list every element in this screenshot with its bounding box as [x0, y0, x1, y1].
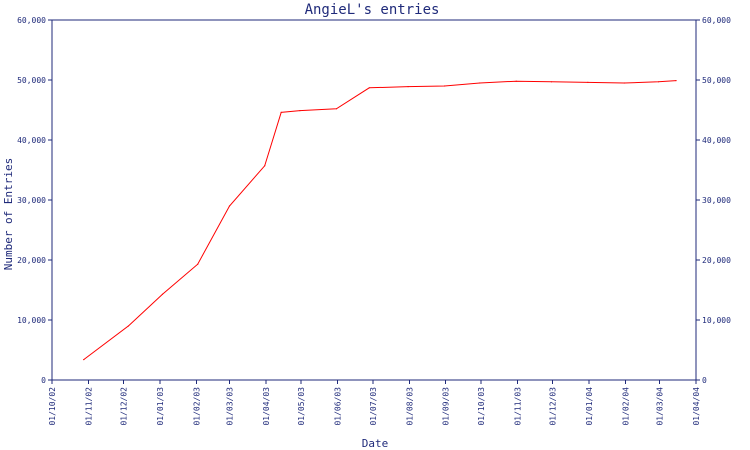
x-tick-label: 01/07/03	[369, 387, 378, 426]
y-tick-label-left: 40,000	[17, 136, 46, 145]
data-point	[335, 108, 337, 110]
data-point	[515, 80, 517, 82]
x-tick-label: 01/02/03	[193, 387, 202, 426]
data-point	[587, 81, 589, 83]
x-tick-label: 01/04/03	[262, 387, 271, 426]
y-tick-label-left: 10,000	[17, 316, 46, 325]
x-tick-label: 01/12/03	[549, 387, 558, 426]
x-tick-label: 01/11/02	[84, 387, 93, 426]
series-layer	[83, 80, 677, 361]
x-tick-label: 01/09/03	[442, 387, 451, 426]
x-tick-label: 01/11/03	[513, 387, 522, 426]
data-point	[368, 87, 370, 89]
data-point	[675, 80, 677, 82]
data-point	[83, 359, 85, 361]
x-tick-label: 01/10/03	[477, 387, 486, 426]
y-tick-label-left: 30,000	[17, 196, 46, 205]
x-tick-label: 01/08/03	[405, 387, 414, 426]
x-tick-label: 01/05/03	[297, 387, 306, 426]
y-tick-label-left: 50,000	[17, 76, 46, 85]
x-tick-label: 01/01/03	[156, 387, 165, 426]
y-tick-label-right: 0	[702, 376, 707, 385]
y-tick-label-right: 60,000	[702, 16, 731, 25]
x-ticks: 01/10/02 01/11/02 01/12/02 01/01/03 01/02/03…	[48, 380, 701, 426]
chart-title: AngieL's entries	[305, 2, 440, 18]
x-tick-label: 01/12/02	[120, 387, 129, 426]
y-tick-label-right: 50,000	[702, 76, 731, 85]
data-point	[299, 110, 301, 112]
x-tick-label: 01/10/02	[48, 387, 57, 426]
y-tick-label-left: 20,000	[17, 256, 46, 265]
data-point	[407, 86, 409, 88]
data-point	[657, 81, 659, 83]
x-tick-label: 01/01/04	[585, 387, 594, 426]
data-point	[623, 82, 625, 84]
x-tick-label: 01/03/03	[225, 387, 234, 426]
x-tick-label: 01/06/03	[334, 387, 343, 426]
x-tick-label: 01/04/04	[692, 387, 701, 426]
data-point	[161, 293, 164, 295]
y-tick-label-left: 0	[41, 376, 46, 385]
data-point	[479, 82, 481, 84]
x-tick-label: 01/02/04	[621, 387, 630, 426]
data-point	[264, 165, 266, 167]
entries-series-line	[83, 80, 677, 360]
data-point	[127, 325, 129, 327]
axes	[51, 19, 697, 381]
y-tick-label-right: 10,000	[702, 316, 731, 325]
data-point	[197, 263, 199, 265]
y-tick-label-right: 30,000	[702, 196, 731, 205]
data-point	[443, 85, 446, 87]
data-point	[280, 111, 282, 113]
y-tick-label-right: 20,000	[702, 256, 731, 265]
y-tick-label-right: 40,000	[702, 136, 731, 145]
x-axis-title: Date	[362, 437, 389, 450]
x-tick-label: 01/03/04	[656, 387, 665, 426]
y-tick-label-left: 60,000	[17, 16, 46, 25]
y-axis-title: Number of Entries	[2, 158, 15, 271]
data-point	[550, 81, 553, 83]
y-ticks: 0 0 10,000 10,000 20,000 20,000 30,000 30,000 40…	[17, 16, 731, 385]
data-point	[228, 205, 231, 207]
